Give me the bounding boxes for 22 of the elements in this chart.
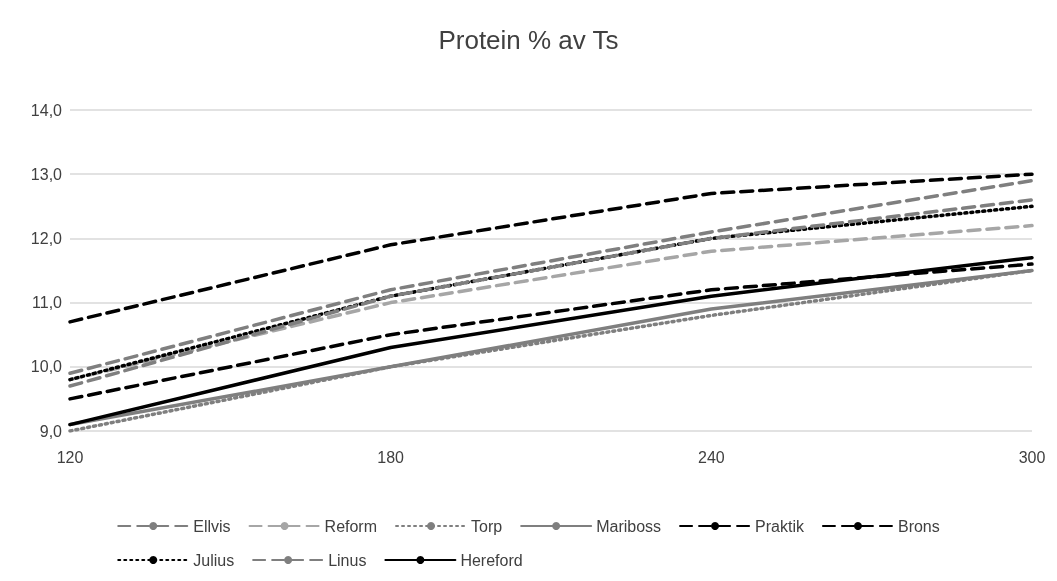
legend-label: Ellvis	[193, 517, 231, 535]
legend-label: Linus	[328, 551, 367, 569]
y-tick-label: 13,0	[30, 165, 63, 183]
legend-label: Torp	[471, 517, 503, 535]
y-tick-label: 12,0	[30, 229, 63, 247]
y-tick-label: 10,0	[30, 358, 63, 376]
x-tick-label: 120	[56, 448, 84, 466]
legend-label: Hereford	[460, 551, 523, 569]
y-tick-label: 14,0	[30, 101, 63, 119]
line-series	[68, 172, 1034, 324]
legend-label: Mariboss	[596, 517, 662, 535]
chart-title: Protein % av Ts	[438, 25, 619, 55]
legend-label: Julius	[193, 551, 235, 569]
line-series	[68, 178, 1034, 375]
legend-label: Reform	[324, 517, 378, 535]
legend-label: Praktik	[755, 517, 805, 535]
y-tick-label: 11,0	[32, 294, 63, 312]
x-tick-label: 180	[377, 448, 405, 466]
y-tick-label: 9,0	[39, 422, 63, 440]
x-tick-label: 300	[1018, 448, 1046, 466]
legend-label: Brons	[897, 517, 940, 535]
x-tick-label: 240	[697, 448, 725, 466]
